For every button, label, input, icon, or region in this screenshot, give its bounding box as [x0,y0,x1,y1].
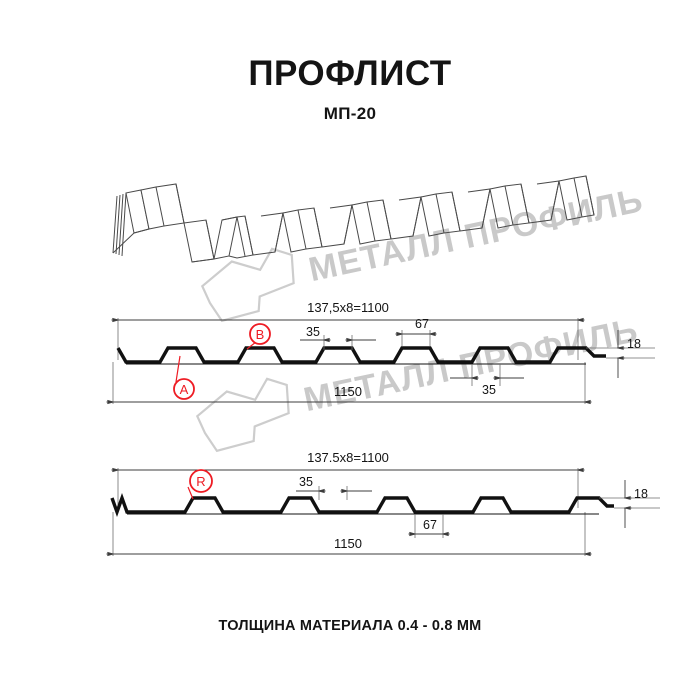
dim-rib-pitch-lower: 35 [482,383,496,397]
dim-overall-width: 1150 [334,384,362,399]
dim-working-width: 137,5x8=1100 [307,300,389,315]
section-bottom: 137.5x8=1100 1150 35 67 [112,450,660,556]
title-block: ПРОФЛИСТ МП-20 [0,56,700,122]
watermark-logo-shape [195,377,290,453]
dim-height-top: 18 [627,337,641,351]
dim-overall-width-2: 1150 [334,536,362,551]
marker-a: A [173,355,195,400]
dim-working-width-2: 137.5x8=1100 [307,450,389,465]
section-top: 137,5x8=1100 1150 35 67 [113,300,655,404]
profile-outline-bottom [110,492,614,518]
page-title: ПРОФЛИСТ [248,54,452,93]
marker-r-label: R [196,474,205,489]
dim-rib-top-width-2: 67 [423,518,437,532]
isometric-view [112,175,595,263]
dim-rib-pitch-top: 35 [306,325,320,339]
sheet-edge-detail [112,192,127,257]
dim-height-bottom: 18 [634,487,648,501]
profile-outline-top [116,346,606,364]
marker-b-label: B [256,327,265,342]
watermark-logo-shape [200,247,295,323]
marker-a-label: A [180,382,189,397]
marker-b: B [246,323,271,350]
model-subtitle: МП-20 [323,104,377,123]
dim-rib-pitch-bottom: 35 [299,475,313,489]
material-thickness-note: ТОЛЩИНА МАТЕРИАЛА 0.4 - 0.8 ММ [218,618,482,634]
marker-r: R [187,469,213,500]
corrugation-ribs [112,175,595,263]
dim-rib-top-width: 67 [415,317,429,331]
